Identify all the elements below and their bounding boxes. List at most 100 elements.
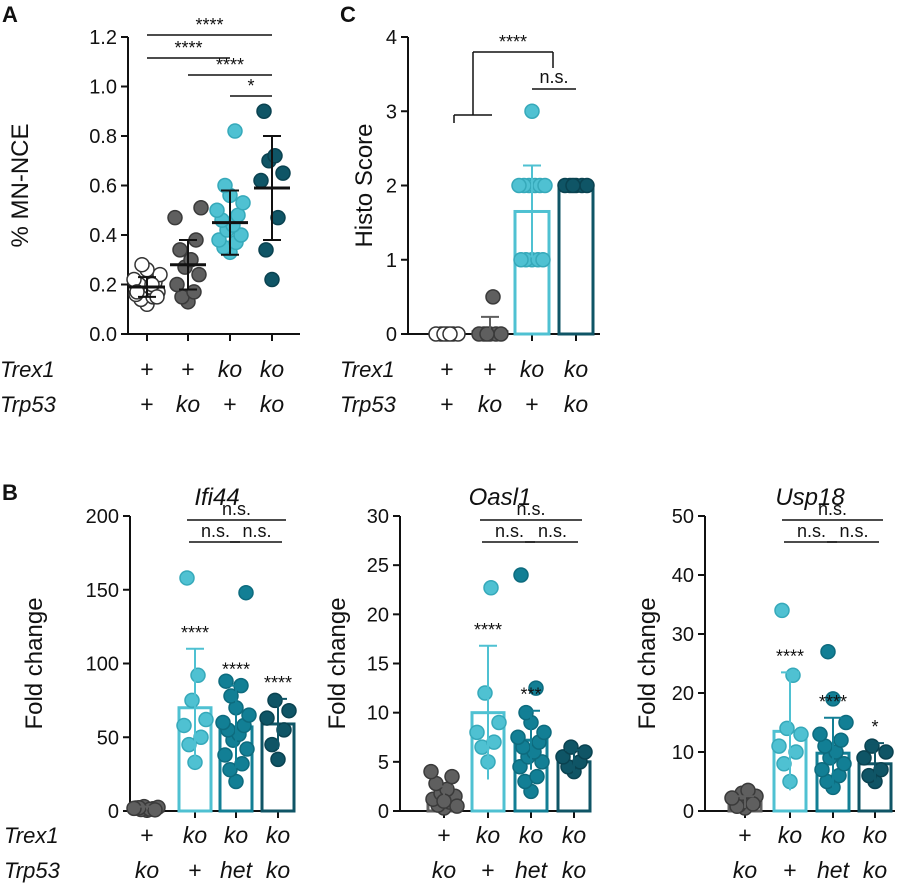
data-point xyxy=(169,276,185,293)
data-point xyxy=(267,692,283,709)
genotype-value: het xyxy=(817,857,851,883)
chart-title: Oasl1 xyxy=(469,484,532,511)
data-point xyxy=(555,749,571,765)
y-tick-label: 1 xyxy=(386,250,397,272)
significance-label: **** xyxy=(181,623,209,643)
y-tick-label: 200 xyxy=(86,506,119,528)
data-point xyxy=(267,148,283,164)
y-tick-label: 2 xyxy=(386,176,397,198)
comparison-label: **** xyxy=(195,15,223,35)
y-tick-label: 20 xyxy=(367,604,389,626)
y-tick-label: 0 xyxy=(386,324,397,346)
data-point xyxy=(563,739,579,755)
data-point xyxy=(537,177,553,194)
data-point xyxy=(873,761,889,778)
data-point xyxy=(491,714,507,731)
data-point xyxy=(788,744,804,760)
data-point xyxy=(513,567,529,583)
y-tick-label: 10 xyxy=(672,742,694,764)
data-point xyxy=(198,711,214,728)
data-point xyxy=(512,759,528,775)
data-point xyxy=(217,747,233,763)
data-point xyxy=(579,177,595,194)
data-point xyxy=(779,720,795,737)
data-point xyxy=(209,202,225,218)
data-point xyxy=(215,714,231,731)
genotype-value: ko xyxy=(520,356,545,382)
genotype-value: het xyxy=(220,857,254,883)
data-point xyxy=(535,252,551,268)
y-tick-label: 100 xyxy=(86,654,119,676)
y-axis-label: % MN-NCE xyxy=(7,124,34,248)
data-point xyxy=(469,724,485,741)
data-point xyxy=(227,123,243,139)
significance-label: * xyxy=(871,717,878,737)
data-point xyxy=(745,796,761,812)
data-point xyxy=(281,702,297,719)
comparison-label: n.s. xyxy=(222,499,251,519)
genotype-value: ko xyxy=(260,391,285,417)
data-point xyxy=(536,724,552,741)
genotype-value: ko xyxy=(562,822,587,848)
genotype-value: ko xyxy=(863,857,888,883)
data-point xyxy=(172,242,188,258)
y-tick-label: 0 xyxy=(683,801,694,823)
data-point xyxy=(836,756,852,772)
data-point xyxy=(774,602,790,619)
y-tick-label: 5 xyxy=(378,752,389,774)
data-point xyxy=(258,242,274,258)
data-point xyxy=(771,738,787,754)
data-point xyxy=(253,172,269,189)
genotype-value: ko xyxy=(863,822,888,848)
comparison-label: n.s. xyxy=(818,499,847,519)
y-axis-label: Fold change xyxy=(634,597,661,729)
panel-label-b: B xyxy=(2,480,18,505)
y-tick-label: 0 xyxy=(378,801,389,823)
genotype-value: + xyxy=(783,857,796,883)
genotype-value: het xyxy=(515,857,549,883)
genotype-value: + xyxy=(223,391,236,417)
genotype-value: ko xyxy=(778,822,803,848)
data-point xyxy=(565,177,581,194)
data-point xyxy=(513,252,529,268)
y-tick-label: 1.2 xyxy=(89,27,117,49)
data-point xyxy=(477,685,493,701)
data-point xyxy=(812,726,828,743)
data-point xyxy=(264,271,280,288)
y-axis-label: Fold change xyxy=(324,597,351,729)
y-tick-label: 30 xyxy=(672,624,694,646)
data-point xyxy=(241,707,257,723)
genotype-value: ko xyxy=(519,822,544,848)
genotype-value: ko xyxy=(562,857,587,883)
data-point xyxy=(442,326,458,342)
y-tick-label: 20 xyxy=(672,683,694,705)
genotype-value: ko xyxy=(432,857,457,883)
comparison-label: n.s. xyxy=(495,521,524,541)
genotype-value: ko xyxy=(176,391,201,417)
comparison-label: **** xyxy=(216,55,244,75)
data-point xyxy=(179,570,195,586)
genotype-value: + xyxy=(525,391,538,417)
y-tick-label: 4 xyxy=(386,27,397,49)
data-point xyxy=(518,704,534,721)
data-point xyxy=(838,714,854,731)
genotype-value: ko xyxy=(478,391,503,417)
data-point xyxy=(814,761,830,778)
data-point xyxy=(776,756,792,772)
data-point xyxy=(270,751,286,768)
genotype-value: + xyxy=(481,857,494,883)
genotype-value: ko xyxy=(266,822,291,848)
significance-label: **** xyxy=(819,692,847,712)
bar xyxy=(557,184,595,336)
genotype-value: + xyxy=(483,356,496,382)
data-point xyxy=(259,710,275,726)
y-axis-label: Fold change xyxy=(21,597,48,729)
data-point xyxy=(256,103,272,119)
y-tick-label: 0.2 xyxy=(89,275,117,297)
data-point xyxy=(238,584,254,601)
data-point xyxy=(825,691,841,707)
data-point xyxy=(856,750,872,766)
comparison-label: n.s. xyxy=(538,521,567,541)
data-point xyxy=(147,802,163,818)
data-point xyxy=(423,763,439,780)
